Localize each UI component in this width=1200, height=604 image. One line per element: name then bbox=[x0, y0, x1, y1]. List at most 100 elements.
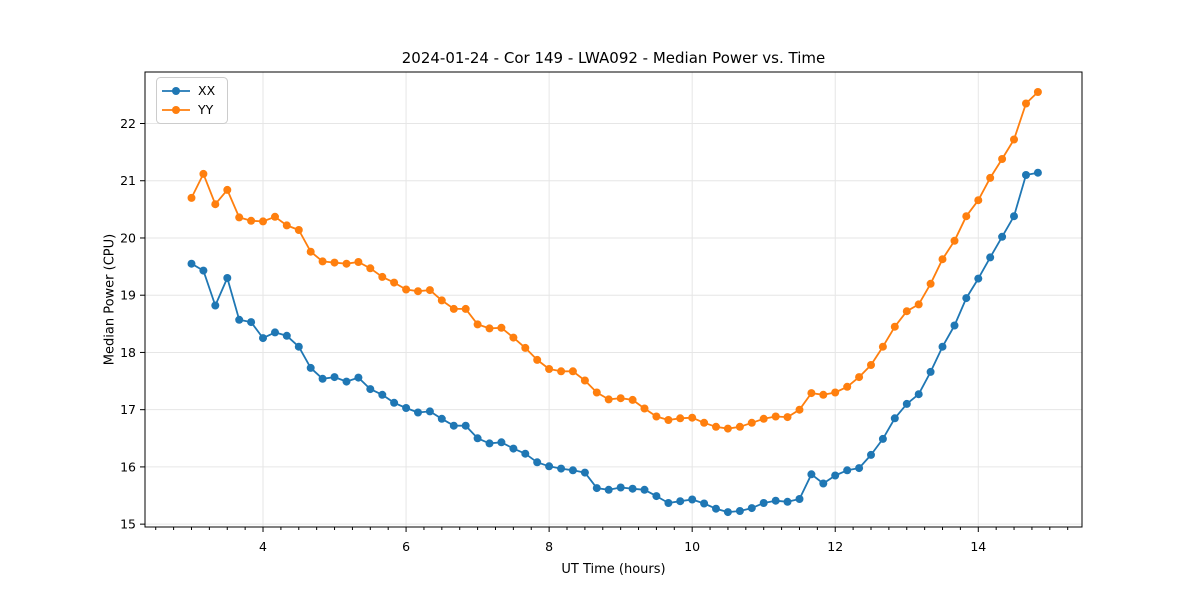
data-point-marker bbox=[878, 342, 887, 351]
data-point-marker bbox=[890, 322, 899, 331]
data-point-marker bbox=[712, 504, 720, 513]
data-point-marker bbox=[330, 258, 339, 267]
data-point-marker bbox=[449, 304, 458, 313]
data-point-marker bbox=[318, 257, 327, 266]
data-point-marker bbox=[330, 373, 339, 382]
data-point-marker bbox=[771, 412, 780, 421]
data-point-marker bbox=[580, 468, 589, 477]
data-point-marker bbox=[926, 279, 935, 288]
data-point-marker bbox=[235, 315, 244, 324]
data-point-marker bbox=[795, 405, 804, 414]
data-point-marker bbox=[962, 212, 971, 221]
data-point-marker bbox=[449, 421, 458, 430]
data-point-marker bbox=[485, 324, 494, 333]
data-point-marker bbox=[986, 253, 995, 262]
data-point-marker bbox=[509, 444, 518, 453]
data-point-marker bbox=[795, 495, 804, 503]
data-point-marker bbox=[473, 434, 482, 443]
data-point-marker bbox=[1010, 212, 1018, 221]
data-point-marker bbox=[414, 287, 422, 296]
data-point-marker bbox=[700, 418, 709, 427]
series-line bbox=[190, 171, 1039, 513]
data-point-marker bbox=[271, 328, 279, 337]
legend-box bbox=[156, 77, 228, 124]
data-point-marker bbox=[271, 212, 279, 221]
y-tick-label: 19 bbox=[120, 288, 136, 303]
data-point-marker bbox=[867, 361, 875, 369]
series-xx bbox=[187, 168, 1042, 517]
series-line bbox=[190, 91, 1039, 430]
data-point-marker bbox=[211, 200, 220, 209]
data-point-marker bbox=[759, 499, 768, 507]
y-tick-label: 20 bbox=[120, 230, 136, 245]
data-point-marker bbox=[378, 390, 387, 399]
data-point-marker bbox=[807, 470, 816, 479]
data-point-marker bbox=[342, 377, 351, 386]
data-point-marker bbox=[223, 274, 232, 282]
x-tick-label: 8 bbox=[545, 539, 553, 554]
data-point-marker bbox=[914, 390, 923, 399]
axis-ticks bbox=[140, 123, 1069, 532]
data-point-marker bbox=[282, 331, 291, 340]
x-tick-label: 14 bbox=[970, 539, 986, 554]
data-point-marker bbox=[652, 492, 661, 501]
y-tick-label: 18 bbox=[120, 345, 136, 360]
data-point-marker bbox=[199, 169, 208, 178]
data-point-marker bbox=[664, 499, 673, 507]
data-point-marker bbox=[783, 497, 792, 506]
data-point-marker bbox=[342, 259, 351, 268]
data-point-marker bbox=[831, 388, 840, 397]
data-point-marker bbox=[819, 390, 828, 399]
data-point-marker bbox=[926, 367, 935, 376]
legend-swatch-marker bbox=[172, 87, 180, 95]
data-point-marker bbox=[616, 483, 625, 492]
y-axis-label: Median Power (CPU) bbox=[103, 234, 118, 365]
data-point-marker bbox=[652, 412, 661, 421]
data-point-marker bbox=[199, 266, 208, 275]
data-point-marker bbox=[473, 320, 482, 329]
data-point-marker bbox=[640, 404, 649, 413]
data-point-marker bbox=[545, 462, 554, 471]
data-point-marker bbox=[998, 155, 1007, 163]
data-point-marker bbox=[306, 363, 315, 372]
data-series bbox=[187, 88, 1042, 517]
data-point-marker bbox=[890, 414, 899, 423]
data-point-marker bbox=[783, 413, 792, 422]
data-point-marker bbox=[354, 258, 363, 266]
data-point-marker bbox=[485, 439, 494, 448]
data-point-marker bbox=[640, 485, 649, 494]
data-point-marker bbox=[402, 285, 411, 294]
data-point-marker bbox=[437, 296, 446, 305]
data-point-marker bbox=[902, 307, 911, 316]
data-point-marker bbox=[211, 301, 220, 310]
y-tick-label: 22 bbox=[120, 116, 136, 131]
data-point-marker bbox=[938, 255, 947, 264]
data-point-marker bbox=[461, 304, 470, 313]
data-point-marker bbox=[819, 479, 828, 488]
data-point-marker bbox=[735, 422, 744, 431]
y-tick-label: 21 bbox=[120, 173, 136, 188]
data-point-marker bbox=[1010, 135, 1018, 144]
data-point-marker bbox=[533, 458, 542, 467]
data-point-marker bbox=[688, 413, 697, 422]
data-point-marker bbox=[568, 367, 577, 376]
data-point-marker bbox=[950, 236, 959, 245]
plot-border bbox=[144, 71, 1083, 528]
data-point-marker bbox=[986, 173, 995, 182]
data-point-marker bbox=[497, 323, 506, 332]
data-point-marker bbox=[1022, 99, 1030, 108]
data-point-marker bbox=[747, 418, 756, 427]
data-point-marker bbox=[580, 376, 589, 385]
y-tick-labels: 15 16 17 18 19 20 21 22 bbox=[120, 116, 136, 532]
data-point-marker bbox=[592, 484, 601, 493]
y-tick-label: 17 bbox=[120, 402, 136, 417]
data-point-marker bbox=[1022, 171, 1030, 179]
data-point-marker bbox=[688, 495, 697, 504]
data-point-marker bbox=[390, 398, 399, 407]
data-point-marker bbox=[950, 321, 959, 330]
data-point-marker bbox=[1033, 88, 1042, 96]
x-tick-labels: 4 6 8 10 12 14 bbox=[259, 539, 986, 554]
data-point-marker bbox=[712, 422, 720, 431]
